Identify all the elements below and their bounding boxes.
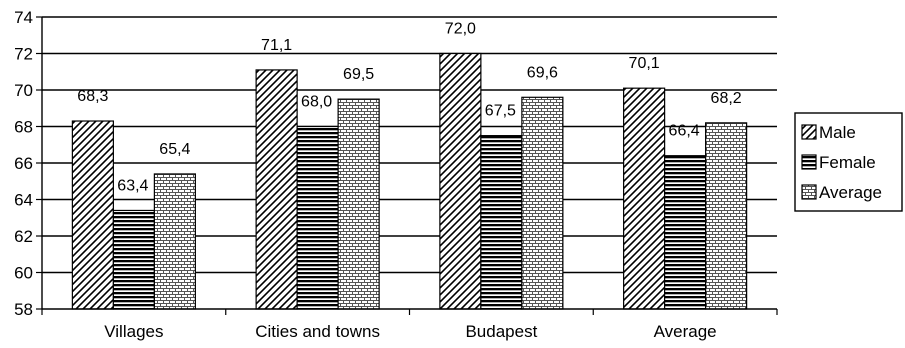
- bar-female-villages: [112, 209, 155, 310]
- legend-swatch-male: [801, 124, 817, 140]
- legend-swatch-average: [801, 184, 817, 200]
- bar-average-cities-and-towns: [337, 98, 380, 310]
- bar-female-cities-and-towns: [296, 125, 339, 310]
- bar-male-cities-and-towns: [255, 69, 298, 310]
- bar-average-villages: [153, 173, 196, 310]
- bar-female-budapest: [480, 135, 523, 310]
- x-category-label-budapest: Budapest: [465, 322, 537, 341]
- axes: 58 60 62 64 66 68 70 72 74 Villages Cities and tow…: [14, 8, 778, 341]
- y-tick-label-66: 66: [14, 154, 33, 173]
- legend-label-male: Male: [819, 123, 856, 142]
- data-label-male-cities-and-towns: 71,1: [261, 37, 292, 54]
- x-category-label-villages: Villages: [104, 322, 163, 341]
- bar-male-villages: [71, 120, 114, 310]
- y-tick-label-64: 64: [14, 191, 33, 210]
- data-labels: 68,3 63,4 65,4 71,1 68,0 69,5 72,0 67,5 69,6 70,1…: [77, 21, 741, 195]
- data-label-average-villages: 65,4: [159, 141, 190, 158]
- bar-average-budapest: [521, 96, 564, 310]
- data-label-female-villages: 63,4: [117, 177, 148, 194]
- bar-average-average: [705, 122, 748, 310]
- x-category-label-cities-and-towns: Cities and towns: [255, 322, 380, 341]
- y-tick-label-74: 74: [14, 8, 33, 27]
- x-category-label-average: Average: [654, 322, 717, 341]
- data-label-average-budapest: 69,6: [527, 64, 558, 81]
- legend-label-female: Female: [819, 153, 876, 172]
- data-label-male-villages: 68,3: [77, 88, 108, 105]
- legend-swatch-female: [801, 154, 817, 170]
- data-label-average-average: 68,2: [711, 90, 742, 107]
- data-label-male-average: 70,1: [629, 55, 660, 72]
- y-tick-label-60: 60: [14, 264, 33, 283]
- y-tick-label-72: 72: [14, 45, 33, 64]
- data-label-average-cities-and-towns: 69,5: [343, 66, 374, 83]
- y-tick-label-62: 62: [14, 227, 33, 246]
- bar-female-average: [664, 155, 707, 310]
- y-tick-label-70: 70: [14, 81, 33, 100]
- legend-label-average: Average: [819, 183, 882, 202]
- bars: [71, 52, 748, 310]
- data-label-female-cities-and-towns: 68,0: [301, 94, 332, 111]
- data-label-female-budapest: 67,5: [485, 103, 516, 120]
- y-tick-label-68: 68: [14, 118, 33, 137]
- data-label-male-budapest: 72,0: [445, 21, 476, 38]
- legend: Male Female Average: [794, 112, 903, 212]
- y-tick-label-58: 58: [14, 300, 33, 319]
- data-label-female-average: 66,4: [669, 123, 700, 140]
- bar-male-budapest: [439, 52, 482, 310]
- bar-male-average: [623, 87, 666, 310]
